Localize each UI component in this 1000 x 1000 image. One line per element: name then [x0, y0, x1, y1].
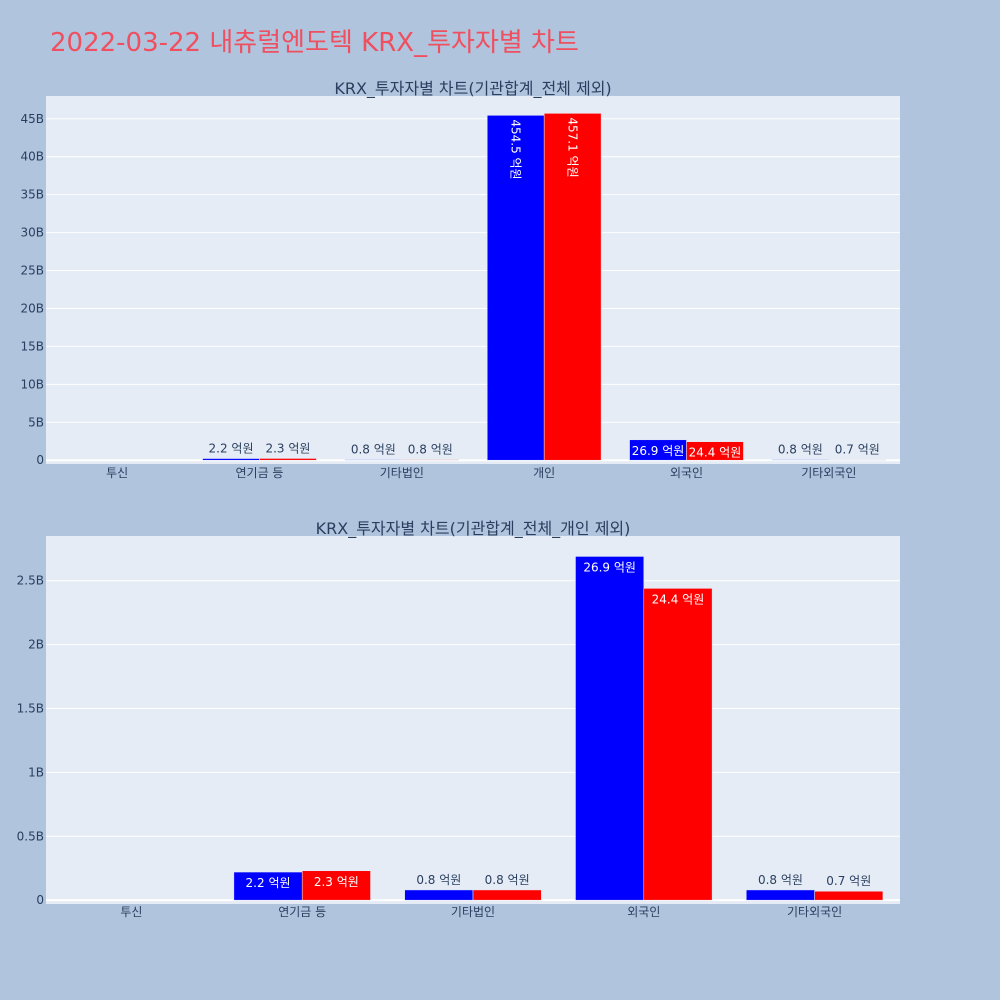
data-label: 0.8 억원	[408, 443, 453, 457]
bar	[202, 458, 260, 461]
y-tick-label: 40B	[20, 150, 44, 164]
data-label: 2.2 억원	[209, 442, 254, 456]
data-label: 2.3 억원	[314, 875, 359, 889]
plot-area	[46, 96, 900, 464]
bar	[575, 556, 645, 901]
y-tick-label: 0	[36, 453, 44, 467]
y-tick-label: 20B	[20, 301, 44, 315]
bar	[746, 889, 815, 901]
y-tick-label: 0.5B	[17, 829, 44, 843]
x-tick-label: 기타법인	[451, 905, 495, 919]
bar	[344, 459, 403, 461]
data-label: 24.4 억원	[689, 446, 742, 460]
data-label: 26.9 억원	[632, 444, 685, 458]
y-tick-label: 2B	[28, 638, 44, 652]
chart-title: KRX_투자자별 차트(기관합계_전체_개인 제외)	[316, 519, 631, 539]
y-tick-label: 1B	[28, 765, 44, 779]
x-tick-label: 기타법인	[380, 466, 424, 480]
bar	[401, 459, 460, 461]
data-label: 0.7 억원	[826, 874, 871, 888]
y-tick-label: 35B	[20, 188, 44, 202]
y-tick-label: 15B	[20, 339, 44, 353]
y-tick-label: 10B	[20, 377, 44, 391]
data-label: 454.5 억원	[509, 119, 523, 179]
y-tick-label: 30B	[20, 226, 44, 240]
data-label: 2.3 억원	[265, 441, 310, 455]
data-label: 0.8 억원	[351, 443, 396, 457]
data-label: 0.8 억원	[416, 873, 461, 887]
bar	[814, 890, 884, 901]
x-tick-label: 기타외국인	[801, 466, 856, 480]
chart-title: KRX_투자자별 차트(기관합계_전체 제외)	[334, 79, 611, 99]
x-tick-label: 연기금 등	[278, 905, 326, 919]
data-label: 457.1 억원	[566, 117, 580, 177]
x-tick-label: 연기금 등	[236, 466, 284, 480]
y-tick-label: 5B	[28, 415, 44, 429]
data-label: 0.7 억원	[835, 443, 880, 457]
bar	[686, 441, 744, 461]
x-tick-label: 투신	[106, 466, 128, 480]
bar	[233, 871, 303, 901]
data-label: 2.2 억원	[246, 876, 291, 890]
y-tick-label: 45B	[20, 112, 44, 126]
y-tick-label: 25B	[20, 264, 44, 278]
bar	[486, 115, 545, 461]
x-tick-label: 투신	[120, 905, 142, 919]
data-label: 0.8 억원	[778, 443, 823, 457]
chart-2: 0 0.5B 1B 1.5B 2B 2.5B KRX_투자자별 차트(기관합계_전체_개인 …	[17, 519, 900, 919]
x-tick-label: 개인	[533, 466, 555, 480]
bar	[472, 889, 542, 901]
page-title: 2022-03-22 내츄럴엔도텍 KRX_투자자별 차트	[50, 28, 579, 58]
bar	[828, 459, 887, 461]
data-label: 24.4 억원	[652, 592, 705, 606]
x-tick-label: 외국인	[670, 466, 703, 480]
chart-1: 0 5B 10B 15B 20B 25B 30B 35B 40B 45B KRX_투자자별 차트(기…	[20, 79, 900, 480]
bar	[301, 870, 371, 901]
y-tick-label: 0	[36, 893, 44, 907]
data-label: 26.9 억원	[583, 560, 636, 574]
y-tick-label: 2.5B	[17, 574, 44, 588]
x-tick-label: 기타외국인	[787, 905, 842, 919]
bar	[643, 588, 713, 901]
bar	[543, 113, 602, 461]
bar	[259, 458, 317, 461]
bar	[404, 889, 474, 901]
plot-area	[46, 536, 900, 904]
y-tick-label: 1.5B	[17, 702, 44, 716]
bar	[771, 459, 830, 461]
data-label: 0.8 억원	[485, 873, 530, 887]
x-tick-label: 외국인	[627, 905, 660, 919]
data-label: 0.8 억원	[758, 873, 803, 887]
